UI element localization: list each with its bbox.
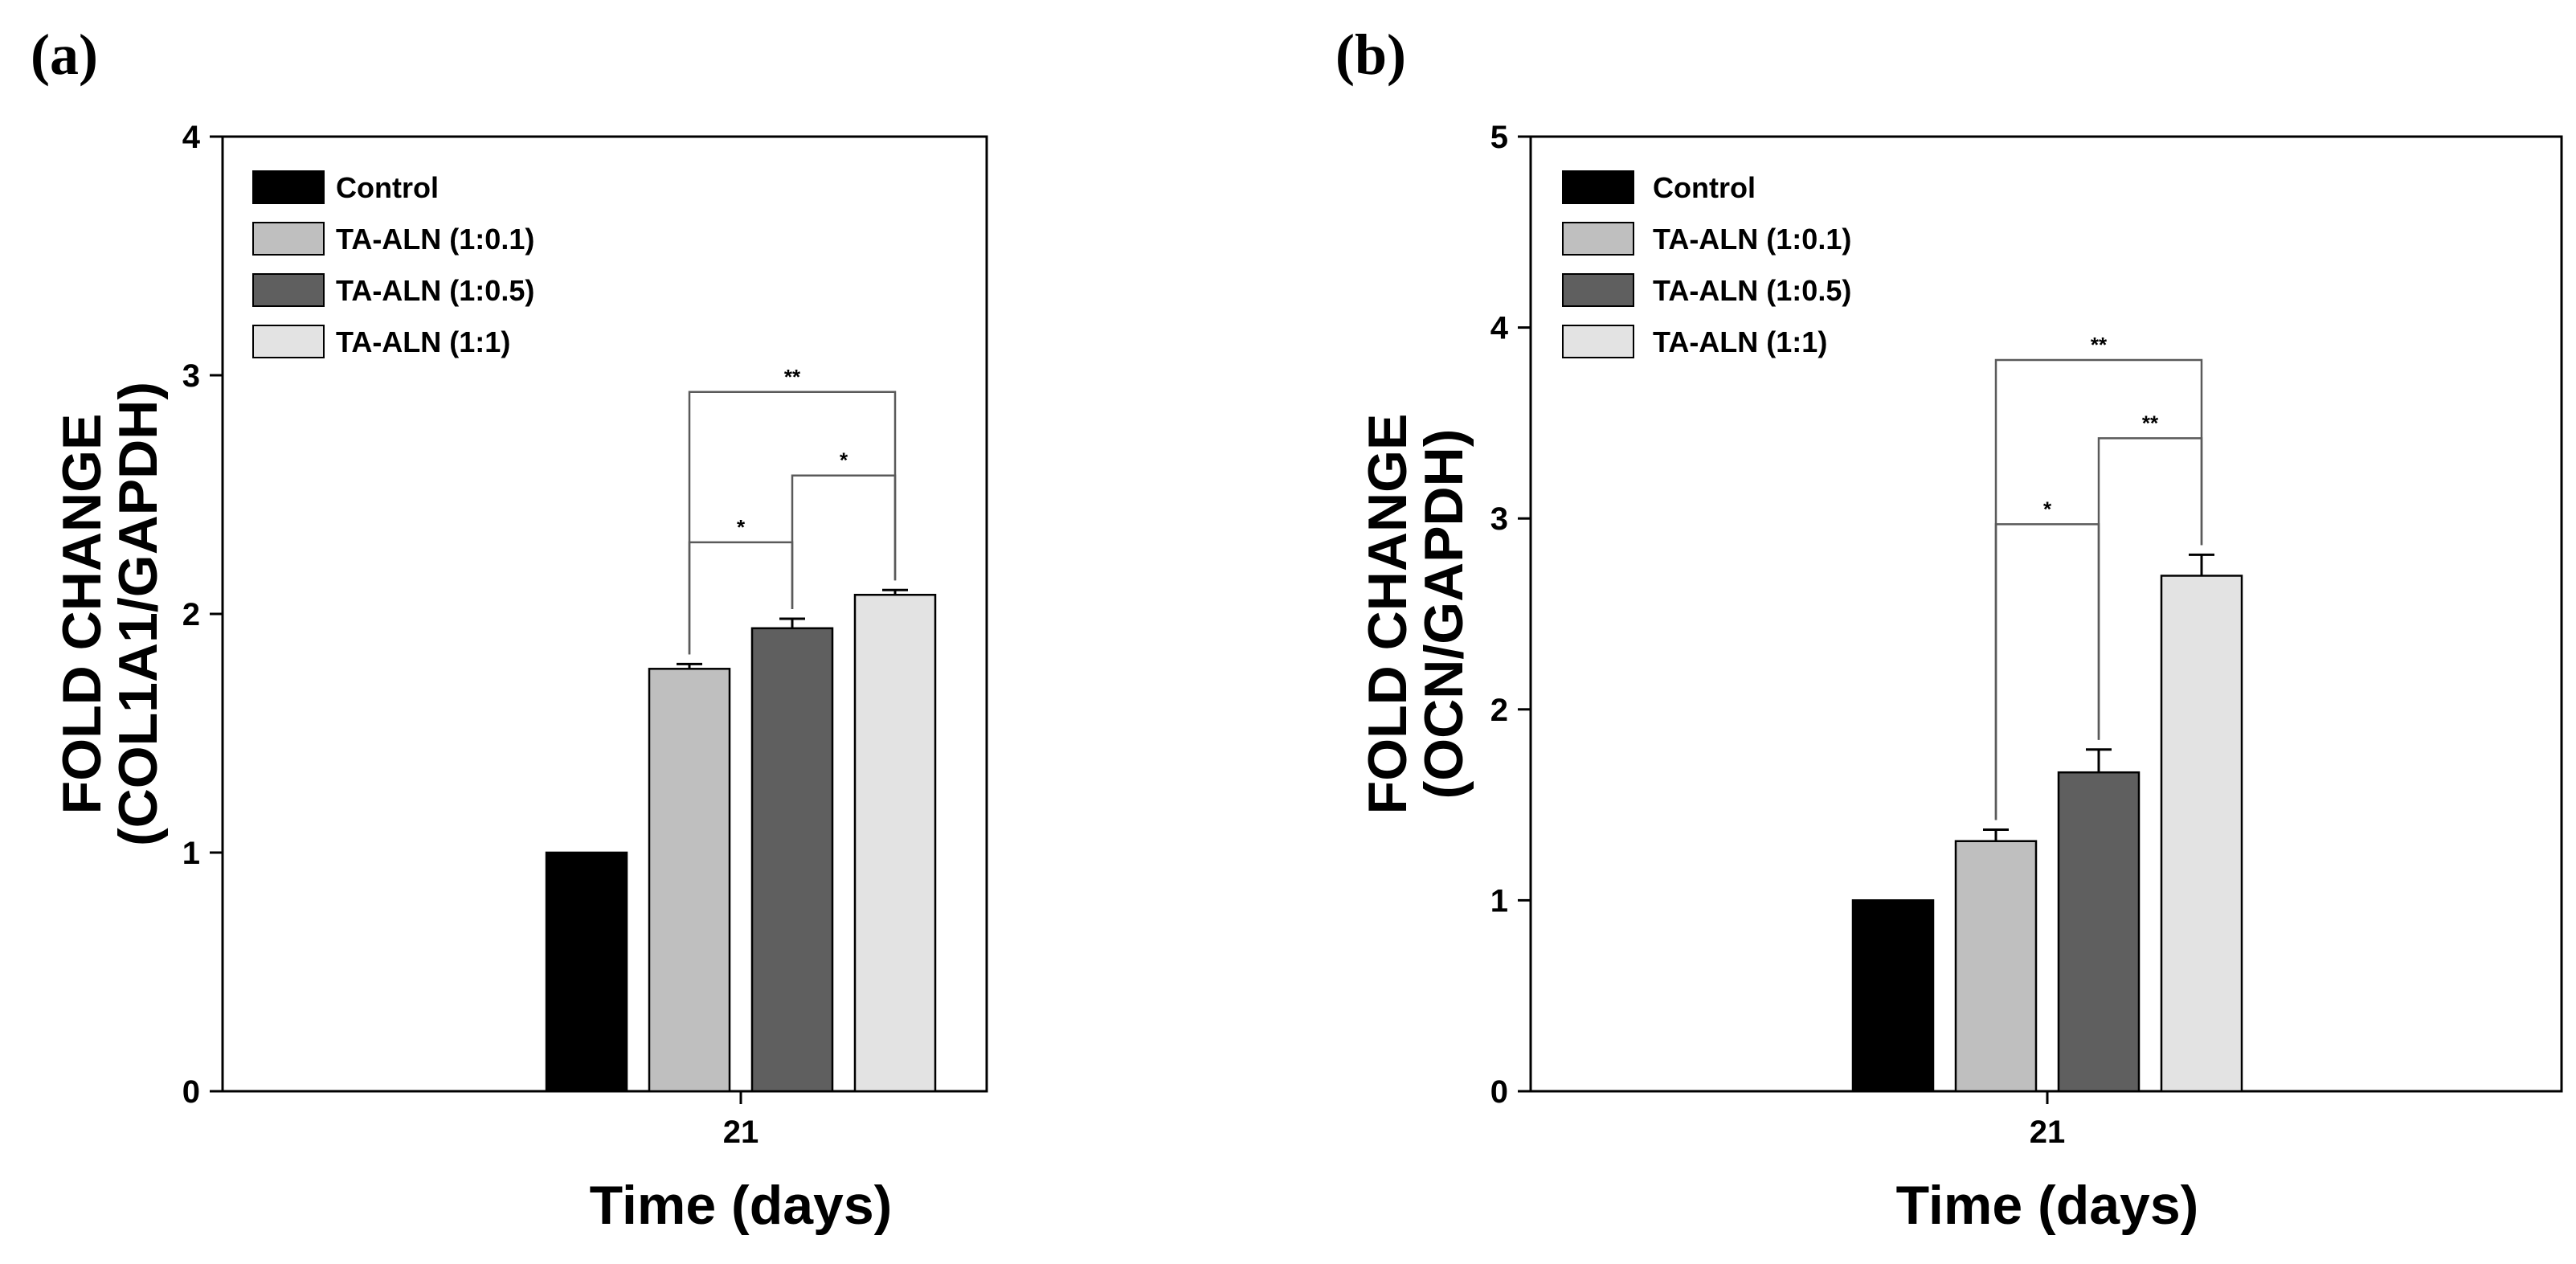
y-tick-label: 1 xyxy=(182,836,200,871)
significance-label: * xyxy=(737,515,746,539)
y-tick-label: 5 xyxy=(1490,120,1508,155)
legend-label: TA-ALN (1:0.1) xyxy=(1653,223,1851,256)
bar-1 xyxy=(545,851,628,1093)
significance-label: * xyxy=(2043,497,2052,521)
legend-swatch xyxy=(252,325,325,358)
bar-4 xyxy=(853,593,937,1093)
bar-3 xyxy=(2057,771,2141,1093)
legend-label: TA-ALN (1:1) xyxy=(336,325,510,358)
y-axis-title-line1: FOLD CHANGE xyxy=(51,414,112,815)
panel-label: (a) xyxy=(31,22,98,87)
bar-3 xyxy=(750,627,834,1093)
y-tick-label: 1 xyxy=(1490,883,1508,918)
y-tick-label: 2 xyxy=(1490,693,1508,728)
y-axis-title-line2: (COL1A1/GAPDH) xyxy=(108,382,169,846)
x-axis-title: Time (days) xyxy=(1896,1175,2199,1236)
y-tick-label: 0 xyxy=(1490,1074,1508,1110)
significance-bracket xyxy=(791,474,897,609)
y-tick-label: 2 xyxy=(182,597,200,632)
x-tick-label: 21 xyxy=(723,1115,759,1150)
y-tick-label: 0 xyxy=(182,1074,200,1110)
y-axis-title-line1: FOLD CHANGE xyxy=(1357,414,1418,815)
legend-swatch xyxy=(1562,170,1634,204)
legend-swatch xyxy=(252,222,325,256)
bar-4 xyxy=(2160,575,2243,1093)
significance-bracket xyxy=(688,391,897,655)
y-axis-title-line2: (OCN/GAPDH) xyxy=(1413,429,1474,800)
chart-panel-b: (b) 0 1 2 3 4 5 21 Time (days) FOLD CHANGE(OCN/GA… xyxy=(1335,22,2563,1236)
legend-label: TA-ALN (1:1) xyxy=(1653,325,1827,358)
significance-label: ** xyxy=(2091,333,2108,357)
legend-swatch xyxy=(1562,325,1634,358)
bar-2 xyxy=(1954,840,2038,1093)
significance-label: ** xyxy=(2142,411,2159,435)
significance-bracket xyxy=(1994,358,2203,820)
legend-label: TA-ALN (1:0.5) xyxy=(1653,274,1851,307)
legend-swatch xyxy=(1562,222,1634,256)
legend: Control TA-ALN (1:0.1) TA-ALN (1:0.5) TA-AL… xyxy=(1562,170,1851,358)
bar-2 xyxy=(648,668,731,1093)
significance-label: * xyxy=(840,448,848,472)
legend: Control TA-ALN (1:0.1) TA-ALN (1:0.5) TA-AL… xyxy=(252,170,534,358)
x-tick-label: 21 xyxy=(2030,1115,2066,1150)
chart-panel-a: (a) 0 1 2 3 4 21 Time (days) FOLD CHANGE(COL1A1/… xyxy=(31,22,988,1236)
legend-swatch xyxy=(252,273,325,307)
significance-label: ** xyxy=(784,365,801,389)
y-tick-label: 4 xyxy=(182,120,201,155)
panel-label: (b) xyxy=(1335,22,1406,87)
legend-label: TA-ALN (1:0.5) xyxy=(336,274,534,307)
x-axis-title: Time (days) xyxy=(590,1175,893,1236)
y-tick-label: 3 xyxy=(1490,501,1508,537)
bar-1 xyxy=(1851,899,1935,1093)
legend-label: Control xyxy=(1653,171,1756,204)
y-tick-label: 3 xyxy=(182,358,200,394)
y-tick-label: 4 xyxy=(1490,311,1509,346)
legend-swatch xyxy=(1562,273,1634,307)
legend-label: Control xyxy=(336,171,439,204)
legend-label: TA-ALN (1:0.1) xyxy=(336,223,534,256)
legend-swatch xyxy=(252,170,325,204)
